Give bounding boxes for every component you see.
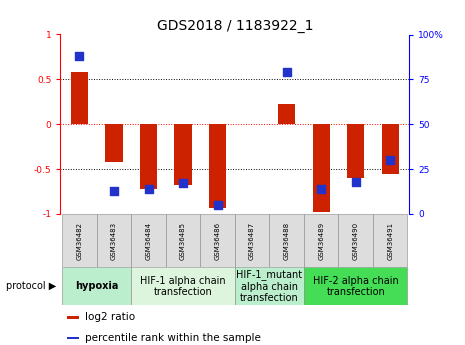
Bar xyxy=(71,72,88,124)
Title: GDS2018 / 1183922_1: GDS2018 / 1183922_1 xyxy=(157,19,313,33)
Text: HIF-2 alpha chain
transfection: HIF-2 alpha chain transfection xyxy=(313,276,399,297)
Text: HIF-1 alpha chain
transfection: HIF-1 alpha chain transfection xyxy=(140,276,226,297)
Point xyxy=(76,53,83,59)
Text: GSM36484: GSM36484 xyxy=(146,221,152,260)
Bar xyxy=(106,124,123,162)
Bar xyxy=(131,214,166,267)
Point xyxy=(352,179,359,184)
Point xyxy=(386,157,394,163)
Bar xyxy=(304,214,339,267)
Bar xyxy=(209,124,226,208)
Bar xyxy=(67,337,79,339)
Text: log2 ratio: log2 ratio xyxy=(85,313,135,322)
Point xyxy=(110,188,118,193)
Text: GSM36483: GSM36483 xyxy=(111,221,117,260)
Text: percentile rank within the sample: percentile rank within the sample xyxy=(85,333,261,343)
Bar xyxy=(62,214,97,267)
Bar xyxy=(235,267,304,305)
Text: GSM36488: GSM36488 xyxy=(284,221,290,260)
Text: hypoxia: hypoxia xyxy=(75,282,119,291)
Text: GSM36489: GSM36489 xyxy=(318,221,324,260)
Bar xyxy=(278,105,295,124)
Text: HIF-1_mutant
alpha chain
transfection: HIF-1_mutant alpha chain transfection xyxy=(236,269,302,303)
Bar xyxy=(166,214,200,267)
Text: GSM36491: GSM36491 xyxy=(387,221,393,260)
Bar xyxy=(339,214,373,267)
Text: GSM36485: GSM36485 xyxy=(180,221,186,260)
Text: protocol ▶: protocol ▶ xyxy=(6,282,56,291)
Bar xyxy=(304,267,407,305)
Bar xyxy=(382,124,399,174)
Bar xyxy=(235,214,269,267)
Point xyxy=(283,69,290,75)
Text: GSM36486: GSM36486 xyxy=(214,221,220,260)
Text: GSM36487: GSM36487 xyxy=(249,221,255,260)
Point xyxy=(179,181,187,186)
Bar xyxy=(312,124,330,212)
Bar xyxy=(131,267,235,305)
Bar xyxy=(347,124,364,178)
Bar xyxy=(373,214,407,267)
Point xyxy=(318,186,325,191)
Text: GSM36482: GSM36482 xyxy=(76,221,82,260)
Point xyxy=(214,202,221,208)
Point xyxy=(145,186,152,191)
Bar xyxy=(62,267,131,305)
Text: GSM36490: GSM36490 xyxy=(352,221,359,260)
Bar xyxy=(140,124,157,189)
Bar xyxy=(67,316,79,319)
Bar xyxy=(269,214,304,267)
Bar xyxy=(97,214,131,267)
Bar xyxy=(174,124,192,185)
Bar xyxy=(200,214,235,267)
